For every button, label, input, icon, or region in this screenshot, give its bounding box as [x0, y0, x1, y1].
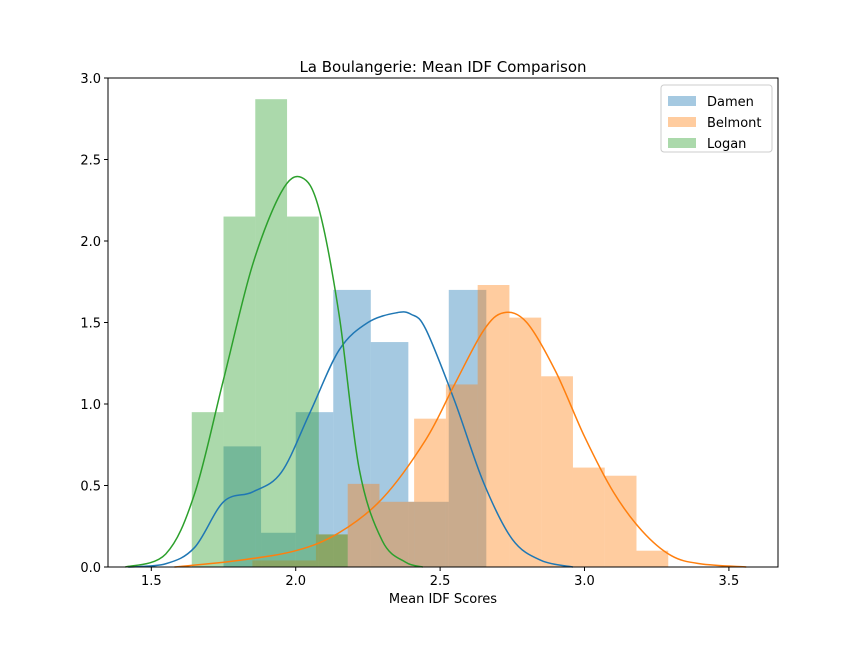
- series-logan-kde-line: [125, 175, 423, 568]
- histogram-bar: [333, 289, 371, 567]
- chart-title: La Boulangerie: Mean IDF Comparison: [299, 58, 586, 76]
- histogram-bar: [408, 501, 449, 567]
- histogram-bar: [477, 285, 510, 567]
- histogram-bar: [255, 99, 288, 567]
- y-tick-label: 0.0: [80, 561, 101, 576]
- x-tick-label: 3.0: [574, 574, 595, 589]
- legend-swatch-logan: [668, 138, 696, 148]
- x-tick-label: 2.0: [285, 574, 306, 589]
- histogram-bar: [604, 475, 637, 567]
- legend-label-logan: Logan: [707, 137, 746, 152]
- y-tick-label: 1.0: [80, 398, 101, 413]
- histogram-bar: [347, 483, 380, 567]
- x-tick-label: 3.5: [719, 574, 740, 589]
- series-belmont-kde-line: [174, 311, 747, 568]
- x-axis-label: Mean IDF Scores: [389, 592, 497, 607]
- histogram-bar: [295, 412, 334, 567]
- legend-box: [660, 84, 773, 153]
- y-tick-label: 3.0: [80, 72, 101, 87]
- series-damen-histogram: [223, 289, 487, 567]
- histogram-bar: [379, 501, 415, 567]
- histogram-bar: [541, 376, 573, 567]
- histogram-bar: [223, 446, 262, 567]
- legend-label-damen: Damen: [707, 95, 754, 110]
- histogram-bar: [191, 412, 224, 567]
- plot-area: [125, 99, 747, 568]
- histogram-bar: [315, 534, 348, 567]
- histogram-bar: [636, 550, 669, 567]
- legend: Damen Belmont Logan: [660, 84, 773, 153]
- legend-swatch-damen: [668, 96, 696, 106]
- histogram-bar: [414, 418, 446, 567]
- y-tick-label: 2.0: [80, 235, 101, 250]
- y-tick-label: 0.5: [80, 480, 101, 495]
- histogram-bar: [509, 317, 542, 567]
- histogram-bar: [318, 534, 348, 567]
- legend-label-belmont: Belmont: [707, 116, 761, 131]
- legend-swatch-belmont: [668, 117, 696, 127]
- x-tick-label: 1.5: [141, 574, 162, 589]
- histogram-bar: [287, 216, 319, 568]
- series-damen-kde-line: [128, 311, 574, 568]
- axes: 1.5 2.0 2.5 3.0 3.5 0.0 0.5 1.0 1.5 2.0 2.5 3.0: [80, 72, 779, 589]
- series-belmont-histogram: [252, 285, 669, 567]
- histogram-bar: [252, 560, 316, 567]
- x-tick-label: 2.5: [430, 574, 451, 589]
- y-tick-label: 2.5: [80, 154, 101, 169]
- histogram-bar: [572, 467, 605, 567]
- y-tick-label: 1.5: [80, 317, 101, 332]
- histogram-bar: [445, 384, 478, 567]
- histogram-bar: [261, 532, 296, 567]
